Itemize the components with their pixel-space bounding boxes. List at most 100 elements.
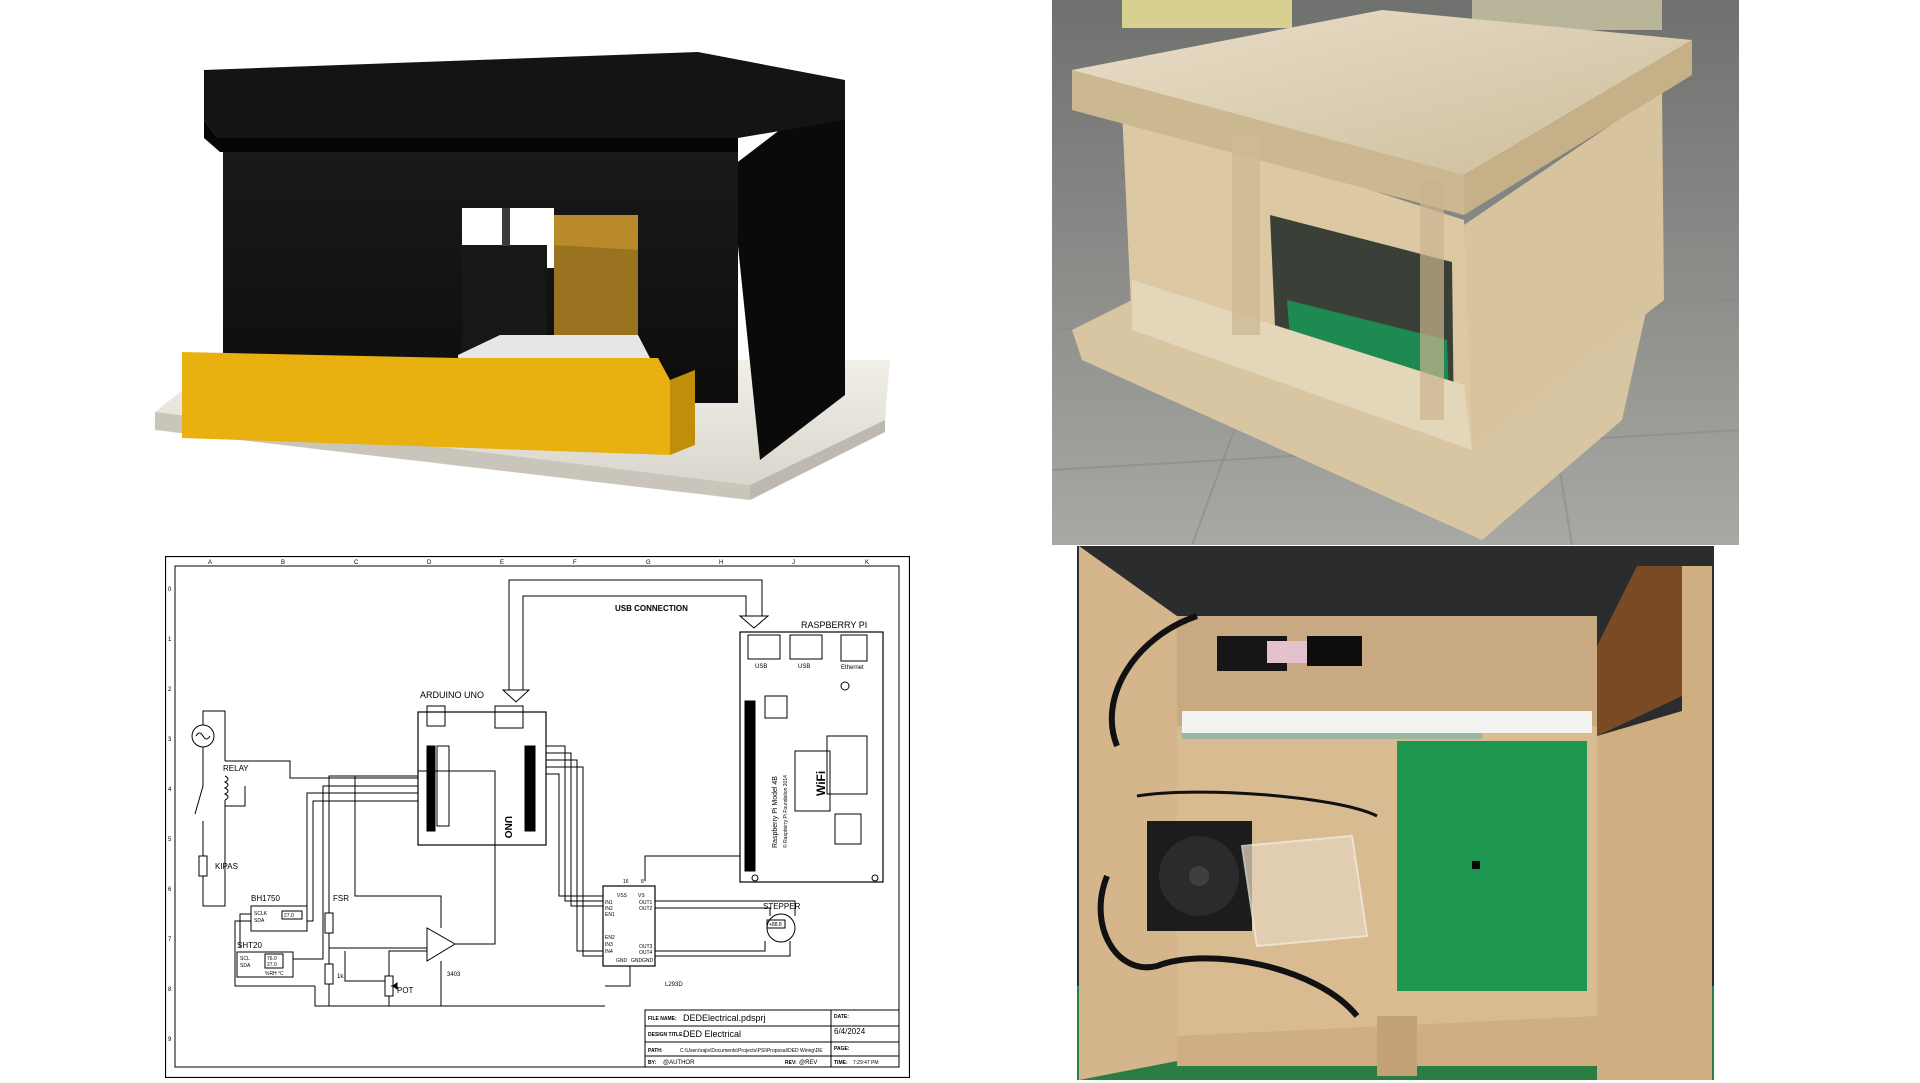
driver-label: L293D [665, 982, 683, 988]
fsr-sensor [324, 775, 427, 1006]
tb-path-label: PATH: [648, 1048, 663, 1054]
photo-top-view-interior [1077, 546, 1714, 1080]
sht20-module [236, 951, 294, 978]
l293d-driver [602, 885, 796, 987]
arduino-brand: UNO [502, 816, 513, 838]
tb-by-label: BY: [648, 1060, 657, 1066]
sht20-v1: 76.0 [267, 956, 277, 962]
svg-text:B: B [281, 560, 285, 566]
svg-text:4: 4 [168, 787, 172, 793]
usb-connection-label: USB CONNECTION [615, 604, 688, 613]
tb-by: @AUTHOR [663, 1060, 695, 1066]
potentiometer [344, 950, 427, 1006]
rpi-model: Raspberry Pi Model 4B [772, 776, 779, 848]
fan-kipas [198, 806, 226, 907]
ac-source [191, 710, 226, 786]
stepper-value: +88.8 [769, 922, 782, 928]
driver-in3: IN3 [605, 942, 613, 948]
svg-text:1: 1 [168, 637, 172, 643]
right-wood-panel [1597, 566, 1712, 1080]
driver-out1: OUT1 [639, 900, 653, 906]
bh1750-value: 27.0 [284, 913, 294, 919]
tb-time: 7:29:47 PM [853, 1060, 879, 1066]
kipas-label: KIPAS [215, 862, 238, 871]
svg-text:6: 6 [168, 887, 172, 893]
svg-text:K: K [865, 560, 869, 566]
schematic-drawing: A B C D E F G H J K 0 1 2 3 4 5 6 7 8 9 USB CONNEC… [164, 555, 911, 1079]
tb-rev: @REV [799, 1060, 817, 1066]
driver-in4: IN4 [605, 949, 613, 955]
roof [204, 52, 845, 138]
driver-vs: VS [638, 893, 645, 899]
svg-text:9: 9 [168, 1037, 172, 1043]
driver-vss: VSS [617, 893, 628, 899]
rpi-ethernet: Ethernet [841, 665, 864, 671]
enclosure-render-illustration [155, 52, 890, 500]
tb-title: DED Electrical [683, 1029, 741, 1039]
sht20-units: %RH °C [265, 971, 284, 977]
rpi-wifi: WiFi [814, 771, 828, 796]
photo-wooden-enclosure [1052, 0, 1739, 545]
opamp-label: 3403 [447, 972, 461, 978]
svg-text:0: 0 [168, 587, 172, 593]
driver-pin8: 8 [641, 879, 644, 885]
opamp-comparator [354, 770, 496, 1006]
driver-gnd3: GND [642, 958, 654, 964]
sht20-scl: SCL [240, 956, 250, 962]
svg-text:2: 2 [168, 687, 172, 693]
tb-file: DEDElectrical.pdsprj [683, 1013, 766, 1023]
yellow-bumper [182, 352, 670, 455]
tb-path: C:\Users\rajis\Documents\Projects\PSI\Pr… [680, 1048, 823, 1054]
slider-rail [1182, 711, 1592, 733]
electrical-schematic: A B C D E F G H J K 0 1 2 3 4 5 6 7 8 9 USB CONNEC… [164, 555, 911, 1079]
resistor-label: 1k [337, 974, 344, 980]
i2c-wiring [225, 760, 605, 1007]
rpi-label: RASPBERRY PI [801, 620, 867, 630]
driver-in2: IN2 [605, 906, 613, 912]
fsr-label: FSR [333, 894, 349, 903]
grid-markers: A B C D E F G H J K 0 1 2 3 4 5 6 7 8 9 [168, 560, 869, 1043]
svg-text:5: 5 [168, 837, 172, 843]
tb-page-label: PAGE: [834, 1046, 850, 1052]
bh1750-sda: SDA [254, 918, 265, 924]
rpi-usb2: USB [798, 664, 810, 670]
driver-wiring [546, 745, 740, 957]
svg-text:8: 8 [168, 987, 172, 993]
arduino-label: ARDUINO UNO [420, 690, 484, 700]
tb-rev-label: REV: [785, 1060, 797, 1066]
arduino-uno [417, 705, 547, 846]
driver-out4: OUT4 [639, 950, 653, 956]
wooden-box-photo-illustration [1052, 0, 1739, 545]
rpi-usb1: USB [755, 664, 767, 670]
sheet-border [164, 555, 911, 1079]
tb-time-label: TIME: [834, 1060, 848, 1066]
sht20-sda: SDA [240, 963, 251, 969]
bh1750-label: BH1750 [251, 894, 280, 903]
sht20-v2: 27.0 [267, 962, 277, 968]
sht20-label: SHT20 [237, 941, 262, 950]
box-right-side [1464, 90, 1664, 450]
driver-out2: OUT2 [639, 906, 653, 912]
tb-file-label: FILE NAME: [648, 1016, 677, 1022]
driver-en1: EN1 [605, 912, 615, 918]
stepper-motor [766, 913, 796, 943]
left-wood-panel [1079, 546, 1177, 1080]
svg-text:F: F [573, 560, 577, 566]
clear-container [1240, 834, 1369, 948]
interior-photo-illustration [1077, 546, 1714, 1080]
svg-text:G: G [646, 560, 651, 566]
svg-text:E: E [500, 560, 504, 566]
svg-text:D: D [427, 560, 432, 566]
bh1750-module [250, 905, 308, 932]
svg-text:7: 7 [168, 937, 172, 943]
svg-text:J: J [792, 560, 795, 566]
tb-date-label: DATE: [834, 1014, 849, 1020]
stepper-label: STEPPER [763, 902, 801, 911]
raspberry-pi [739, 631, 884, 883]
bh1750-scl: SCLK [254, 911, 268, 917]
svg-text:3: 3 [168, 737, 172, 743]
relay [194, 775, 246, 856]
svg-text:H: H [719, 560, 723, 566]
relay-label: RELAY [223, 764, 249, 773]
green-platform [1397, 741, 1587, 991]
